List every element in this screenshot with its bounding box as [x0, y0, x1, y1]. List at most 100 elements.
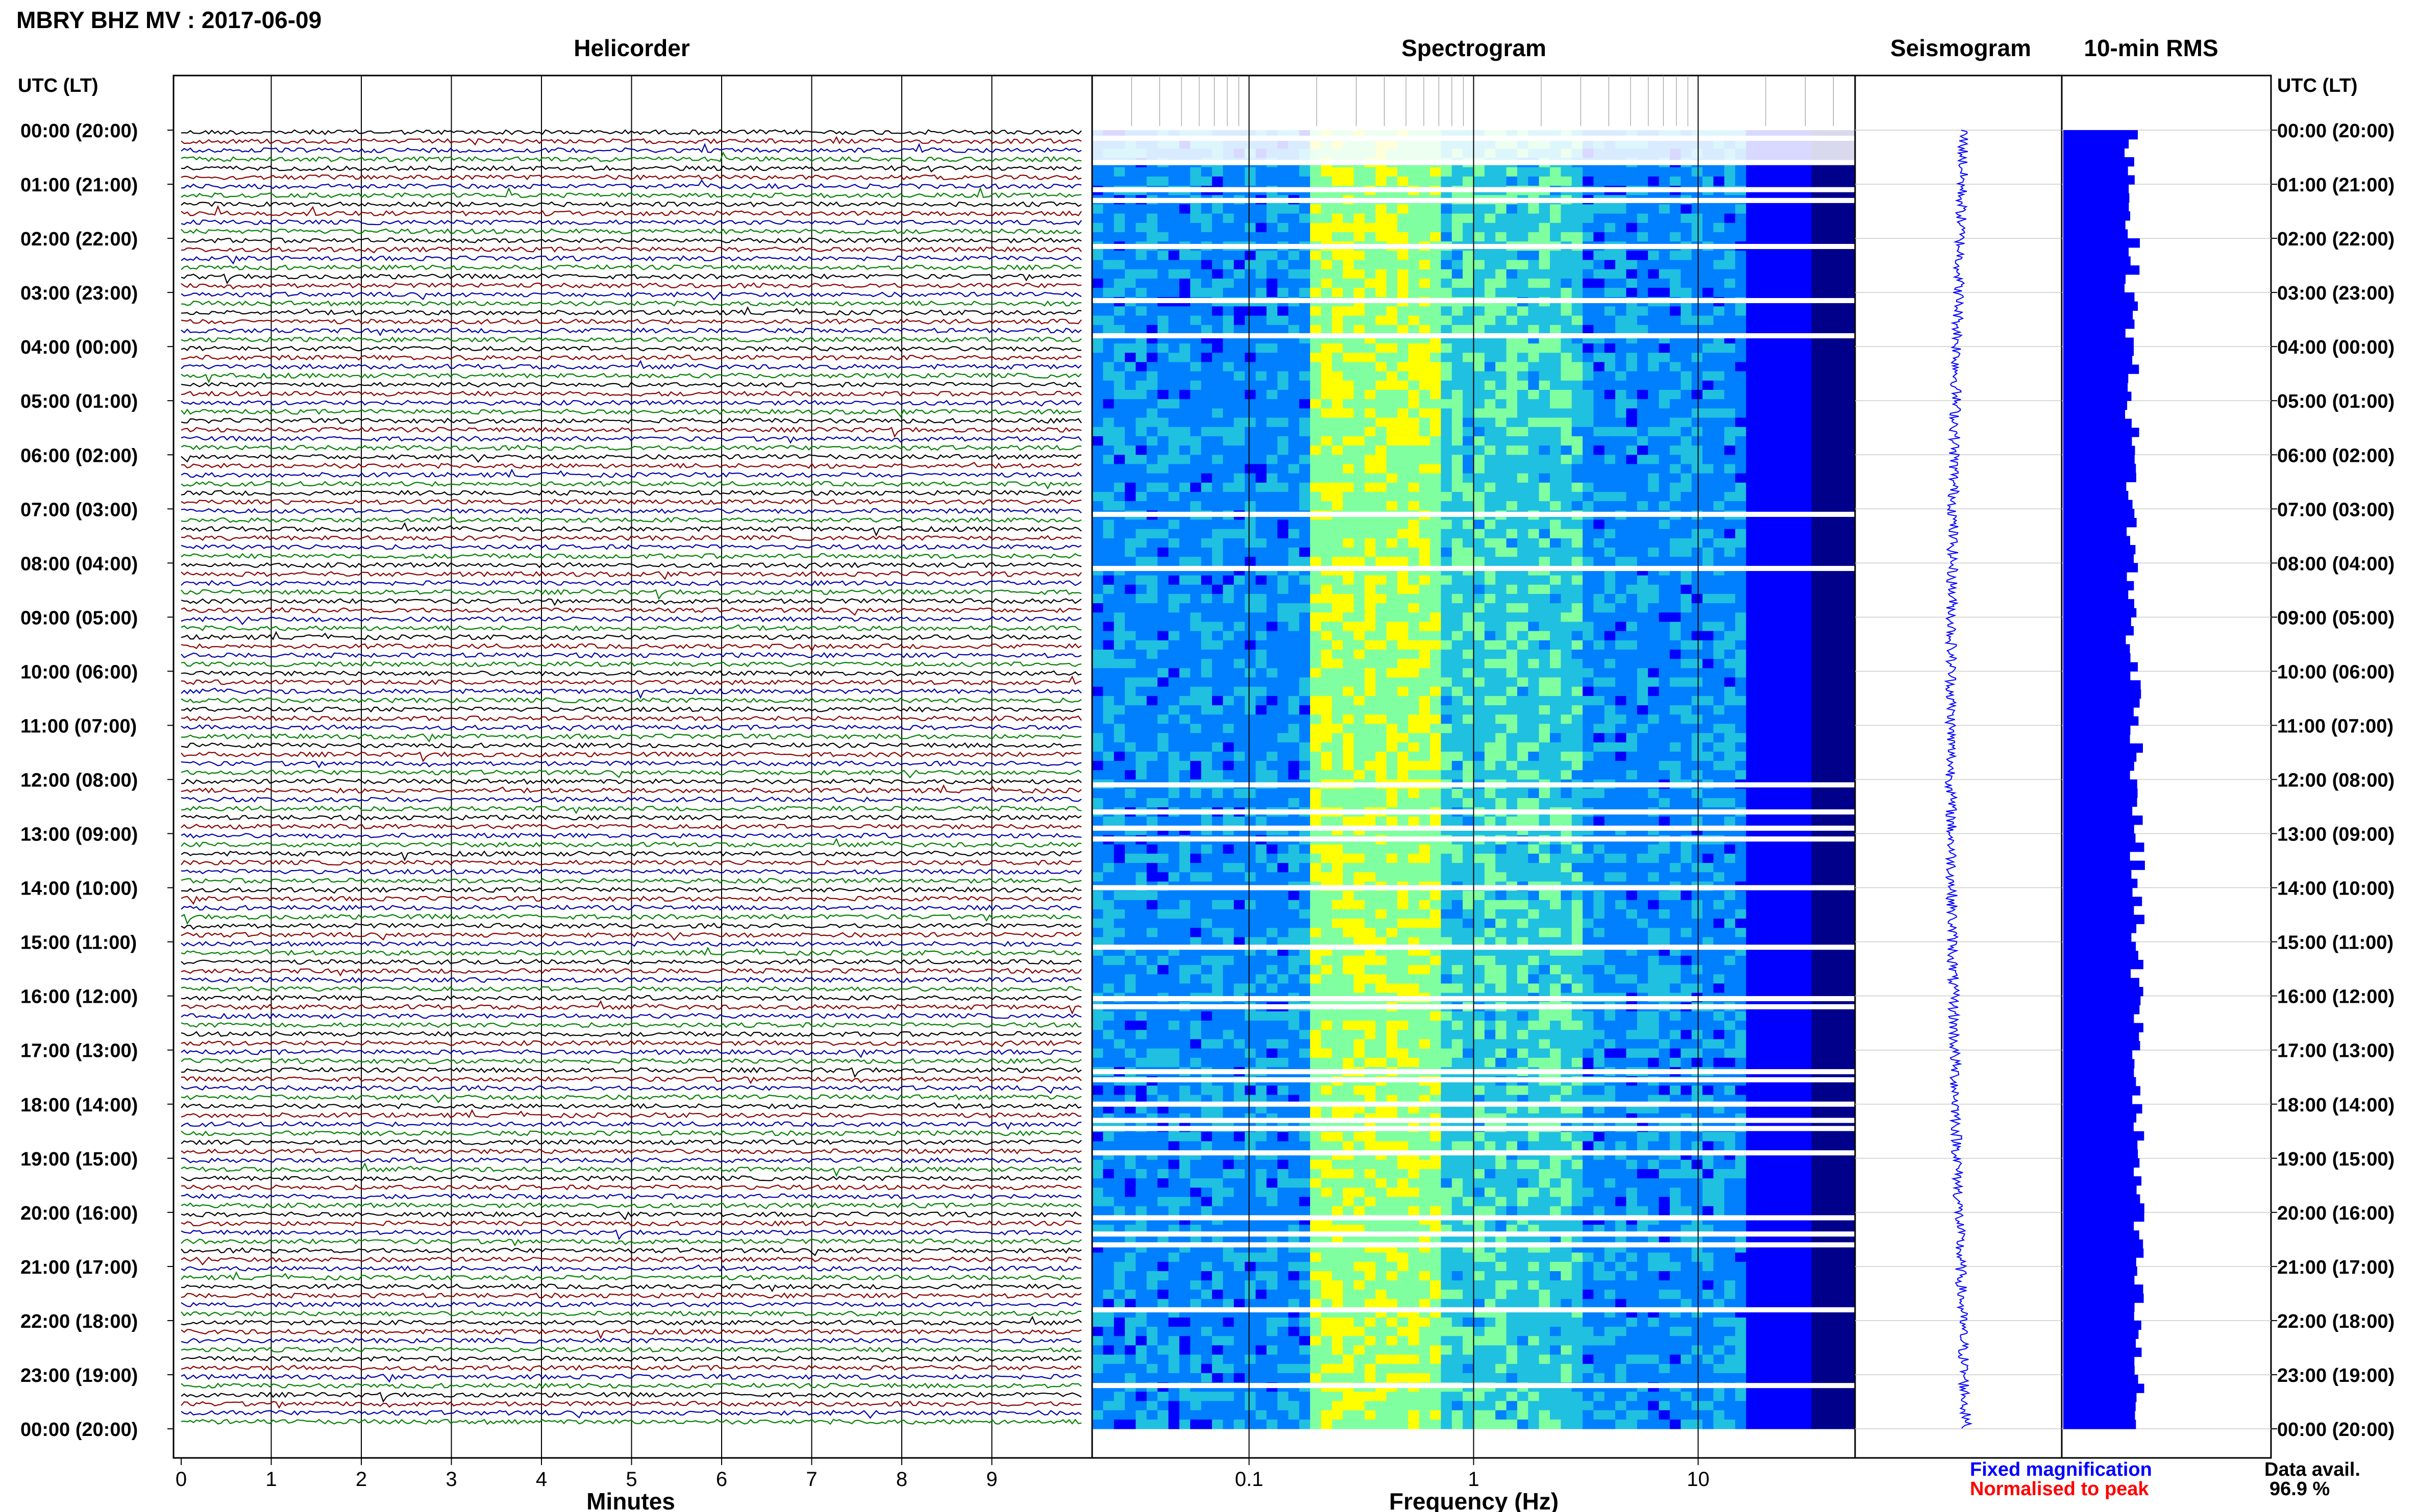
- spectrogram-cell: [1321, 612, 1332, 623]
- spectrogram-cell: [1146, 464, 1158, 474]
- spectrogram-cell: [1833, 427, 1845, 437]
- spectrogram-cell: [1168, 464, 1180, 474]
- spectrogram-cell: [1364, 427, 1376, 437]
- helicorder-trace: [181, 1392, 1082, 1403]
- spectrogram-cell: [1484, 380, 1496, 390]
- spectrogram-cell: [1626, 575, 1638, 585]
- spectrogram-cell: [1190, 436, 1202, 446]
- spectrogram-cell: [1266, 408, 1278, 418]
- spectrogram-cell: [1092, 593, 1103, 604]
- spectrogram-cell: [1397, 686, 1409, 697]
- spectrogram-cell: [1473, 445, 1485, 455]
- spectrogram-cell: [1190, 399, 1202, 409]
- spectrogram-cell: [1811, 631, 1823, 641]
- spectrogram-cell: [1822, 445, 1834, 455]
- spectrogram-cell: [1288, 278, 1300, 288]
- spectrogram-cell: [1103, 473, 1115, 483]
- spectrogram-cell: [1288, 427, 1300, 437]
- spectrogram-cell: [1473, 436, 1485, 446]
- spectrogram-cell: [1353, 761, 1365, 771]
- spectrogram-cell: [1691, 668, 1703, 678]
- spectrogram-cell: [1583, 622, 1594, 632]
- spectrogram-cell: [1179, 222, 1191, 233]
- spectrogram-cell: [1168, 473, 1180, 483]
- spectrogram-cell: [1833, 705, 1845, 715]
- spectrogram-cell: [1331, 167, 1343, 177]
- spectrogram-cell: [1757, 696, 1768, 706]
- spectrogram-cell: [1713, 519, 1725, 530]
- spectrogram-cell: [1430, 492, 1442, 502]
- spectrogram-cell: [1539, 529, 1550, 539]
- spectrogram-cell: [1212, 269, 1223, 279]
- spectrogram-cell: [1255, 677, 1267, 687]
- spectrogram-cell: [1615, 222, 1627, 233]
- spectrogram-cell: [1583, 176, 1594, 186]
- spectrogram-cell: [1844, 593, 1856, 604]
- spectrogram-cell: [1092, 714, 1103, 725]
- spectrogram-cell: [1681, 612, 1692, 623]
- spectrogram-cell: [1266, 714, 1278, 725]
- spectrogram-cell: [1375, 603, 1387, 613]
- spectrogram-cell: [1615, 538, 1627, 548]
- spectrogram-cell: [1223, 640, 1235, 650]
- spectrogram-cell: [1822, 371, 1834, 381]
- spectrogram-cell: [1375, 705, 1387, 715]
- spectrogram-cell: [1233, 529, 1245, 539]
- spectrogram-cell: [1441, 752, 1452, 761]
- spectrogram-cell: [1114, 714, 1125, 725]
- spectrogram-cell: [1593, 464, 1605, 474]
- spectrogram-cell: [1266, 575, 1278, 585]
- spectrogram-cell: [1114, 306, 1125, 316]
- spectrogram-cell: [1364, 306, 1376, 316]
- spectrogram-cell: [1353, 492, 1365, 502]
- spectrogram-cell: [1451, 417, 1463, 428]
- spectrogram-cell: [1146, 278, 1158, 288]
- spectrogram-cell: [1408, 315, 1420, 326]
- spectrogram-cell: [1364, 417, 1376, 428]
- spectrogram-cell: [1125, 770, 1137, 780]
- spectrogram-cell: [1539, 427, 1550, 437]
- spectrogram-cell: [1473, 315, 1485, 326]
- helicorder-trace: [181, 778, 1082, 785]
- spectrogram-cell: [1517, 408, 1528, 418]
- spectrogram-cell: [1702, 686, 1714, 697]
- spectrogram-cell: [1648, 390, 1660, 400]
- spectrogram-cell: [1364, 575, 1376, 585]
- spectrogram-cell: [1571, 548, 1583, 557]
- spectrogram-cell: [1724, 176, 1736, 186]
- spectrogram-cell: [1669, 204, 1681, 214]
- spectrogram-cell: [1779, 464, 1790, 474]
- spectrogram-cell: [1343, 603, 1354, 613]
- spectrogram-cell: [1157, 612, 1169, 623]
- spectrogram-cell: [1223, 575, 1235, 585]
- spectrogram-cell: [1125, 492, 1137, 502]
- spectrogram-cell: [1441, 445, 1452, 455]
- spectrogram-cell: [1669, 696, 1681, 706]
- spectrogram-cell: [1702, 733, 1714, 743]
- spectrogram-cell: [1277, 631, 1289, 641]
- spectrogram-cell: [1288, 464, 1300, 474]
- spectrogram-cell: [1430, 473, 1442, 483]
- spectrogram-cell: [1451, 612, 1463, 623]
- spectrogram-cell: [1822, 584, 1834, 594]
- spectrogram-cell: [1506, 752, 1518, 761]
- spectrogram-cell: [1702, 696, 1714, 706]
- spectrogram-cell: [1735, 204, 1747, 214]
- spectrogram-cell: [1168, 557, 1180, 566]
- spectrogram-cell: [1375, 659, 1387, 668]
- spectrogram-cell: [1343, 288, 1354, 298]
- spectrogram-cell: [1364, 260, 1376, 270]
- spectrogram-cell: [1136, 390, 1147, 400]
- spectrogram-cell: [1604, 603, 1616, 613]
- spectrogram-cell: [1473, 640, 1485, 650]
- spectrogram-cell: [1550, 288, 1561, 298]
- helicorder-trace: [181, 913, 1082, 925]
- spectrogram-cell: [1800, 668, 1812, 678]
- spectrogram-cell: [1463, 167, 1474, 177]
- spectrogram-cell: [1691, 362, 1703, 372]
- spectrogram-cell: [1451, 232, 1463, 242]
- spectrogram-cell: [1506, 612, 1518, 623]
- spectrogram-cell: [1463, 325, 1474, 335]
- spectrogram-cell: [1353, 650, 1365, 659]
- spectrogram-cell: [1702, 176, 1714, 186]
